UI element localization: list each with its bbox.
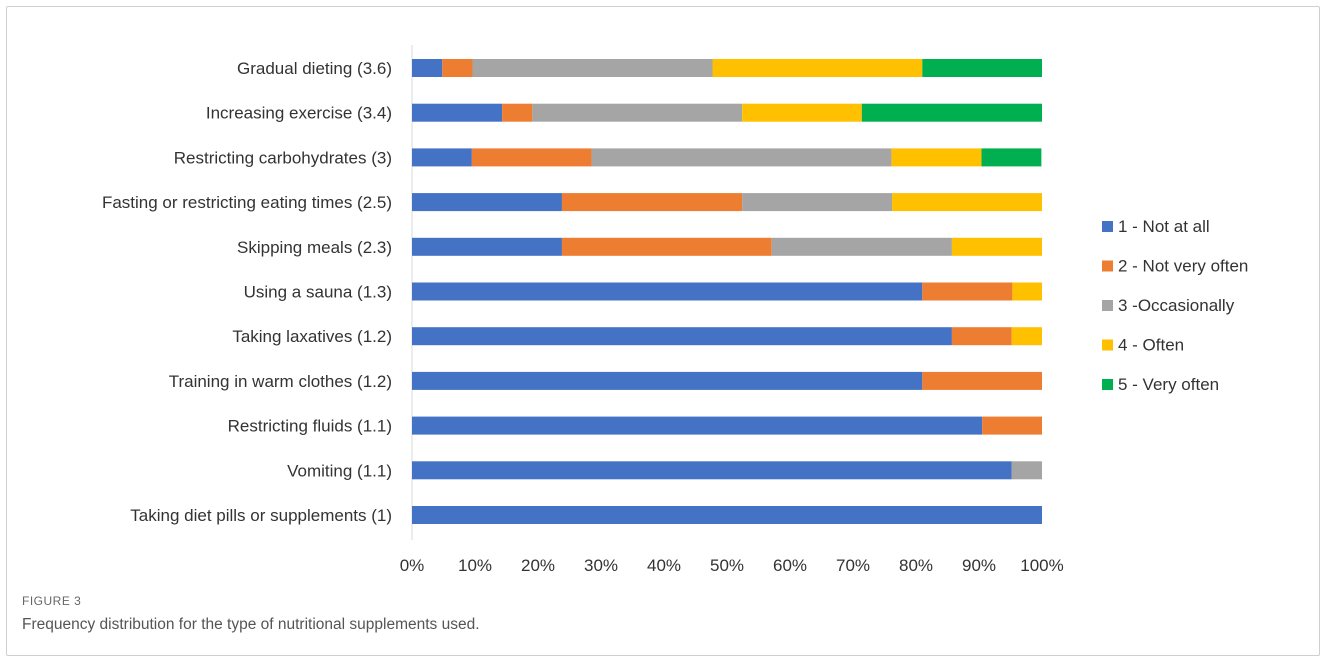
legend: 1 - Not at all 2 - Not very often 3 -Occas…: [1102, 217, 1248, 394]
category-label: Fasting or restricting eating times (2.5…: [102, 193, 392, 212]
bar-segment: [1011, 327, 1042, 346]
legend-label: 2 - Not very often: [1118, 257, 1248, 276]
bar-segment: [742, 103, 862, 122]
bar-segment: [561, 237, 772, 256]
bar-segment: [412, 416, 983, 435]
legend-label: 5 - Very often: [1118, 375, 1219, 394]
bar-segment: [922, 59, 1042, 77]
legend-swatch: [1102, 300, 1113, 311]
bar-segment: [412, 193, 562, 212]
legend-label: 1 - Not at all: [1118, 217, 1210, 236]
bar-segment: [412, 461, 1012, 480]
legend-label: 4 - Often: [1118, 336, 1184, 355]
legend-swatch: [1102, 221, 1113, 232]
legend-swatch: [1102, 379, 1113, 390]
x-tick-label: 10%: [458, 556, 492, 575]
category-label: Taking diet pills or supplements (1): [130, 506, 392, 525]
x-tick-label: 40%: [647, 556, 681, 575]
bar-segment: [951, 327, 1012, 346]
bar-segment: [591, 148, 892, 167]
category-label: Using a sauna (1.3): [244, 283, 392, 302]
x-tick-label: 20%: [521, 556, 555, 575]
x-tick-label: 80%: [899, 556, 933, 575]
bar-segment: [1012, 282, 1042, 301]
bar-segment: [981, 148, 1042, 167]
bar-segment: [471, 148, 592, 167]
x-tick-labels: 0% 10% 20% 30% 40% 50% 60% 70% 80% 90% 100%: [400, 556, 1064, 575]
category-label: Increasing exercise (3.4): [206, 104, 392, 123]
category-label: Skipping meals (2.3): [237, 238, 392, 257]
bar-segment: [412, 237, 562, 256]
bar-segment: [712, 59, 923, 77]
bar-segment: [412, 371, 923, 390]
category-label: Gradual dieting (3.6): [237, 59, 392, 78]
bar-segment: [412, 103, 503, 122]
x-tick-label: 60%: [773, 556, 807, 575]
category-label: Taking laxatives (1.2): [232, 327, 392, 346]
bar-segment: [951, 237, 1042, 256]
bar-segment: [412, 282, 923, 301]
bar-segment: [442, 59, 473, 77]
category-label: Restricting fluids (1.1): [228, 417, 392, 436]
bars-group: [412, 59, 1042, 524]
category-label: Restricting carbohydrates (3): [174, 148, 392, 167]
bar-segment: [412, 327, 952, 346]
category-labels: Gradual dieting (3.6) Increasing exercise…: [102, 59, 392, 525]
bar-segment: [502, 103, 533, 122]
category-label: Training in warm clothes (1.2): [169, 372, 392, 391]
x-tick-label: 100%: [1020, 556, 1063, 575]
stacked-bar-chart: Gradual dieting (3.6) Increasing exercise…: [102, 45, 1248, 575]
legend-swatch: [1102, 339, 1113, 351]
bar-segment: [412, 59, 443, 77]
bar-segment: [861, 103, 1042, 122]
bar-segment: [922, 371, 1042, 390]
x-tick-label: 0%: [400, 556, 425, 575]
bar-segment: [892, 193, 1042, 212]
bar-segment: [412, 506, 1042, 524]
x-tick-label: 50%: [710, 556, 744, 575]
x-tick-label: 30%: [584, 556, 618, 575]
figure-label: FIGURE 3: [22, 594, 82, 608]
bar-segment: [771, 237, 952, 256]
figure-caption: Frequency distribution for the type of n…: [22, 616, 480, 633]
bar-segment: [532, 103, 743, 122]
legend-label: 3 -Occasionally: [1118, 296, 1235, 315]
bar-segment: [742, 193, 893, 212]
x-tick-label: 90%: [962, 556, 996, 575]
x-tick-label: 70%: [836, 556, 870, 575]
category-label: Vomiting (1.1): [287, 461, 392, 480]
bar-segment: [412, 148, 472, 167]
bar-segment: [922, 282, 1013, 301]
bar-segment: [982, 416, 1042, 435]
bar-segment: [891, 148, 982, 167]
legend-swatch: [1102, 260, 1113, 272]
bar-segment: [472, 59, 713, 77]
bar-segment: [1011, 461, 1042, 480]
bar-segment: [561, 193, 743, 212]
